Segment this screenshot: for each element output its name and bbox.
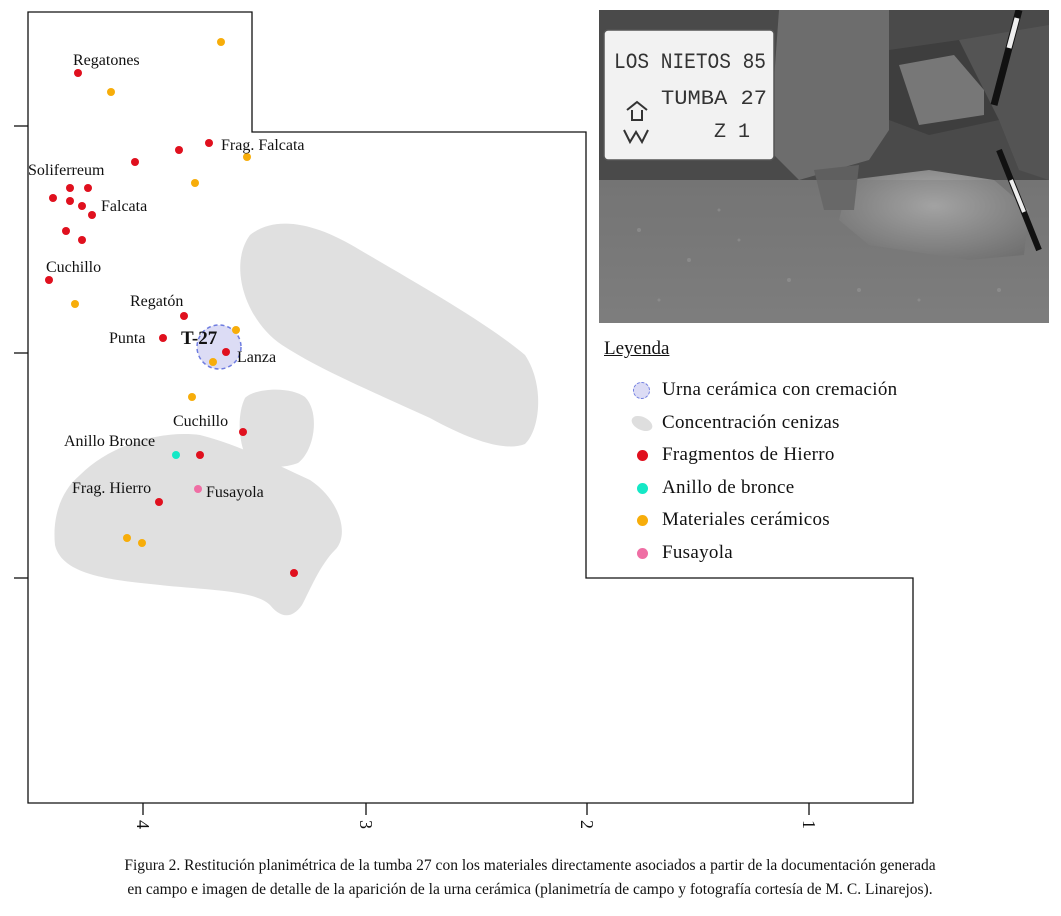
label-lanza: Lanza xyxy=(237,349,276,366)
x-axis-ticks xyxy=(142,803,810,815)
iron-fragment-point xyxy=(88,211,96,219)
x-tick-label-3: 3 xyxy=(356,820,376,829)
legend-item-label: Anillo de bronce xyxy=(662,476,795,498)
legend-item-label: Fragmentos de Hierro xyxy=(662,444,835,466)
urn-icon xyxy=(630,379,656,401)
y-axis-ticks xyxy=(14,125,28,579)
legend-item-iron: Fragmentos de Hierro xyxy=(604,439,1044,472)
pink-dot-icon xyxy=(630,542,656,564)
ceramic-point xyxy=(209,358,217,366)
legend-item-label: Urna cerámica con cremación xyxy=(662,379,898,401)
label-cuchillo-mid: Cuchillo xyxy=(173,413,228,430)
caption-line-1: Figura 2. Restitución planimétrica de la… xyxy=(124,857,936,874)
ceramic-point xyxy=(217,38,225,46)
iron-fragment-point xyxy=(84,184,92,192)
iron-fragment-point xyxy=(131,158,139,166)
iron-fragments xyxy=(45,69,298,577)
iron-fragment-point xyxy=(155,498,163,506)
tomb-label: T-27 xyxy=(181,328,218,349)
orange-dot-icon xyxy=(630,509,656,531)
ceramic-point xyxy=(107,88,115,96)
legend-item-label: Materiales cerámicos xyxy=(662,509,830,531)
excavation-boundary xyxy=(27,11,914,804)
label-regaton: Regatón xyxy=(130,293,183,310)
legend-item-ash: Concentración cenizas xyxy=(604,407,1044,440)
iron-fragment-point xyxy=(66,184,74,192)
legend-item-urn: Urna cerámica con cremación xyxy=(604,374,1044,407)
legend-title: Leyenda xyxy=(604,338,670,359)
legend-item-ceramic: Materiales cerámicos xyxy=(604,504,1044,537)
bronze-ring-point xyxy=(172,451,180,459)
x-tick-label-1: 1 xyxy=(799,820,819,829)
x-tick-label-4: 4 xyxy=(133,820,153,829)
iron-fragment-point xyxy=(78,236,86,244)
label-frag-falcata: Frag. Falcata xyxy=(221,137,305,154)
label-frag-hierro: Frag. Hierro xyxy=(72,480,151,497)
ceramic-point xyxy=(191,179,199,187)
legend-item-label: Concentración cenizas xyxy=(662,411,840,433)
iron-fragment-point xyxy=(180,312,188,320)
label-falcata: Falcata xyxy=(101,198,147,215)
legend-item-label: Fusayola xyxy=(662,541,734,563)
ash-area-icon xyxy=(629,412,656,434)
north-arrow-icon xyxy=(626,100,648,121)
iron-fragment-point xyxy=(74,69,82,77)
ash-area-small xyxy=(239,389,314,467)
field-photograph: LOS NIETOS 85 TUMBA 27 Z 1 xyxy=(599,10,1049,323)
cyan-dot-icon xyxy=(630,477,656,499)
ceramic-point xyxy=(232,326,240,334)
photo-scene: LOS NIETOS 85 TUMBA 27 Z 1 xyxy=(599,10,1049,323)
label-cuchillo-top: Cuchillo xyxy=(46,259,101,276)
iron-fragment-point xyxy=(78,202,86,210)
legend: Leyenda Urna cerámica con cremación Conc… xyxy=(604,338,1044,569)
label-punta: Punta xyxy=(109,330,145,347)
ceramic-materials xyxy=(71,38,251,547)
photo-sign-line2: TUMBA 27 xyxy=(661,88,767,111)
iron-fragment-point xyxy=(62,227,70,235)
photo-sign-line3: Z 1 xyxy=(714,121,750,144)
iron-fragment-point xyxy=(290,569,298,577)
spindle-whorl-point xyxy=(194,485,202,493)
iron-fragment-point xyxy=(159,334,167,342)
label-regatones: Regatones xyxy=(73,52,140,69)
photo-sign-line1: LOS NIETOS 85 xyxy=(614,50,766,75)
label-fusayola: Fusayola xyxy=(206,484,264,501)
iron-fragment-point xyxy=(66,197,74,205)
iron-fragment-point xyxy=(175,146,183,154)
iron-fragment-point xyxy=(49,194,57,202)
legend-item-bronze: Anillo de bronce xyxy=(604,472,1044,505)
x-tick-label-2: 2 xyxy=(577,820,597,829)
iron-fragment-point xyxy=(205,139,213,147)
red-dot-icon xyxy=(630,444,656,466)
label-soliferreum: Soliferreum xyxy=(28,162,105,179)
plan-labels: Regatones Frag. Falcata Soliferreum Falc… xyxy=(28,52,305,501)
iron-fragment-point xyxy=(222,348,230,356)
caption-line-2: en campo e imagen de detalle de la apari… xyxy=(127,881,933,898)
ash-area-south xyxy=(54,434,342,616)
x-axis-tick-labels: 4 3 2 1 xyxy=(133,820,819,829)
iron-fragment-point xyxy=(45,276,53,284)
ceramic-point xyxy=(71,300,79,308)
cremation-urn xyxy=(196,324,242,370)
legend-item-spindle: Fusayola xyxy=(604,537,1044,570)
ceramic-point xyxy=(123,534,131,542)
compass-w-icon xyxy=(623,129,649,145)
iron-fragment-point xyxy=(196,451,204,459)
label-anillo-bronce: Anillo Bronce xyxy=(64,433,155,450)
ash-area-east xyxy=(240,223,539,447)
figure-caption: Figura 2. Restitución planimétrica de la… xyxy=(30,854,1030,902)
ceramic-point xyxy=(188,393,196,401)
ceramic-point xyxy=(243,153,251,161)
ash-concentrations xyxy=(54,223,539,616)
iron-fragment-point xyxy=(239,428,247,436)
photo-sign xyxy=(603,29,775,161)
ceramic-point xyxy=(138,539,146,547)
